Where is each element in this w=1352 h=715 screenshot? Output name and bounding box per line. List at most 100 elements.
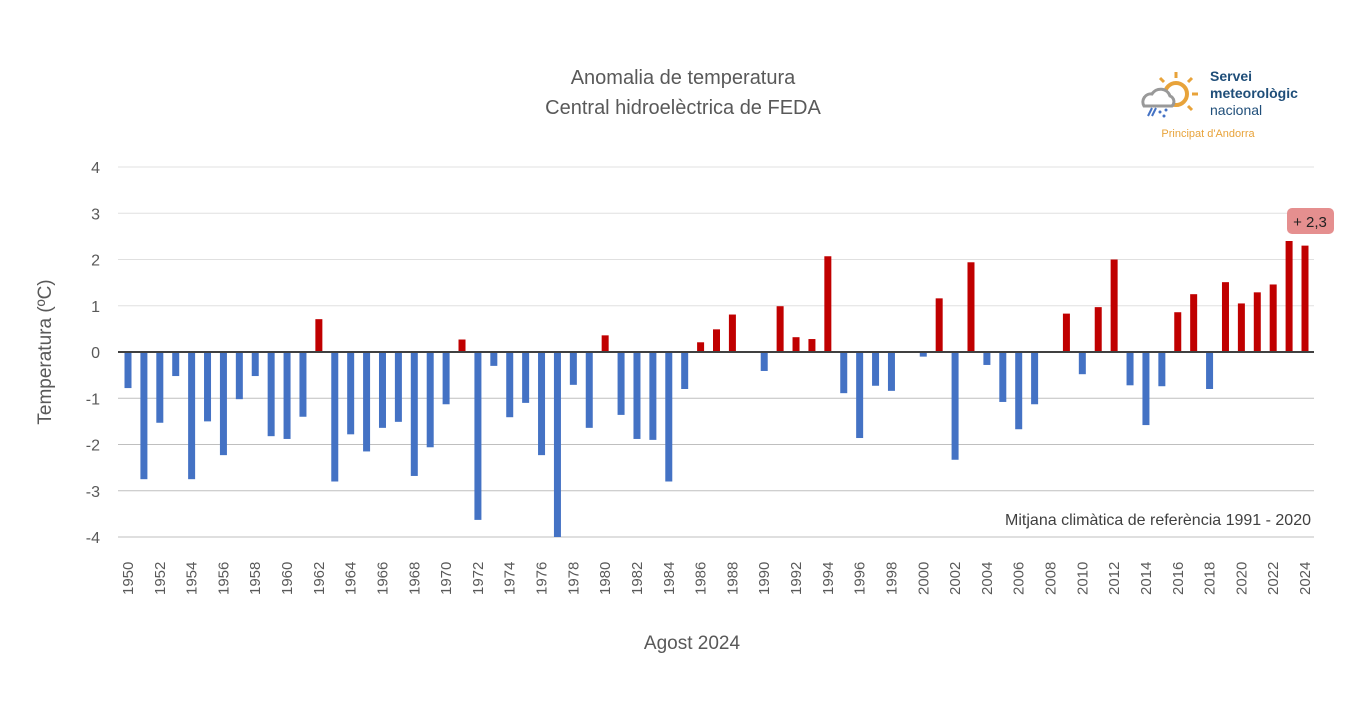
y-tick-label: -3 <box>86 484 100 501</box>
bar-1976 <box>538 352 546 456</box>
bar-1955 <box>204 352 212 422</box>
x-tick-label: 1970 <box>438 562 455 595</box>
x-tick-label: 2012 <box>1106 562 1123 595</box>
bar-1964 <box>347 352 355 435</box>
bar-1985 <box>681 352 689 389</box>
bar-2004 <box>983 352 991 365</box>
x-tick-label: 1960 <box>279 562 296 595</box>
bar-2014 <box>1142 352 1150 426</box>
x-tick-label: 1994 <box>820 562 837 595</box>
logo-line2: meteorològic <box>1210 85 1298 101</box>
bar-1957 <box>235 352 243 400</box>
y-tick-label: 4 <box>91 160 100 177</box>
bar-1961 <box>299 352 307 417</box>
bar-1960 <box>283 352 291 439</box>
x-tick-label: 1958 <box>247 562 264 595</box>
x-tick-label: 2018 <box>1202 562 1219 595</box>
x-tick-label: 1972 <box>470 562 487 595</box>
bar-1978 <box>569 352 577 385</box>
x-tick-label: 2022 <box>1265 562 1282 595</box>
bar-1988 <box>728 314 736 352</box>
bar-2003 <box>967 262 975 352</box>
bar-2018 <box>1206 352 1214 389</box>
logo-subtitle: Principat d'Andorra <box>1161 128 1255 140</box>
x-tick-label: 1998 <box>883 562 900 595</box>
bar-1977 <box>553 352 561 537</box>
bar-1956 <box>219 352 227 456</box>
bar-2024 <box>1301 245 1309 352</box>
logo-line3: nacional <box>1210 102 1263 118</box>
bar-1980 <box>601 335 609 352</box>
bar-1952 <box>156 352 164 423</box>
bar-1968 <box>410 352 418 476</box>
bar-1982 <box>633 352 641 439</box>
bar-2001 <box>935 298 943 352</box>
y-tick-label: 0 <box>91 345 100 362</box>
bar-1962 <box>315 319 323 352</box>
reference-note: Mitjana climàtica de referència 1991 - 2… <box>1005 512 1311 529</box>
x-tick-label: 2004 <box>979 562 996 595</box>
bar-1979 <box>585 352 593 428</box>
logo-line1: Servei <box>1210 68 1253 84</box>
x-tick-label: 1984 <box>661 562 678 595</box>
bar-2005 <box>999 352 1007 402</box>
bar-1990 <box>760 352 768 371</box>
x-tick-label: 1986 <box>693 562 710 595</box>
bar-1997 <box>872 352 880 386</box>
y-tick-label: 3 <box>91 206 100 223</box>
bar-2000 <box>919 352 927 357</box>
x-tick-label: 1990 <box>756 562 773 595</box>
x-tick-label: 1982 <box>629 562 646 595</box>
x-tick-label: 2024 <box>1297 562 1314 595</box>
bar-2009 <box>1062 313 1070 352</box>
bar-1994 <box>824 256 832 352</box>
x-tick-label: 2000 <box>915 562 932 595</box>
annotation-box <box>1287 208 1334 234</box>
bar-1981 <box>617 352 625 415</box>
bar-2015 <box>1158 352 1166 387</box>
weather-sun-cloud-icon <box>1141 72 1198 118</box>
x-tick-label: 2008 <box>1043 562 1060 595</box>
logo: Servei meteorològic nacional Principat d… <box>1138 68 1328 148</box>
bar-2013 <box>1126 352 1134 386</box>
x-tick-label: 1956 <box>215 562 232 595</box>
bar-1987 <box>713 329 720 352</box>
bar-1992 <box>792 337 800 352</box>
y-tick-label: 2 <box>91 253 100 270</box>
bar-1993 <box>808 339 816 352</box>
x-tick-label: 2010 <box>1074 562 1091 595</box>
x-tick-label: 2020 <box>1233 562 1250 595</box>
bar-2020 <box>1237 303 1245 352</box>
bar-1984 <box>665 352 673 482</box>
bar-1973 <box>490 352 498 366</box>
bar-1951 <box>140 352 148 480</box>
bar-1975 <box>522 352 530 403</box>
bar-2019 <box>1221 282 1229 352</box>
x-tick-label: 1950 <box>120 562 137 595</box>
x-tick-label: 1992 <box>788 562 805 595</box>
x-tick-label: 1988 <box>724 562 741 595</box>
bar-1966 <box>378 352 386 428</box>
x-tick-label: 1968 <box>406 562 423 595</box>
bar-1995 <box>840 352 848 394</box>
x-tick-label: 1976 <box>534 562 551 595</box>
x-tick-label: 1952 <box>152 562 169 595</box>
bar-1972 <box>474 352 482 520</box>
bar-2017 <box>1190 294 1198 352</box>
x-tick-label: 2014 <box>1138 562 1155 595</box>
bar-2022 <box>1269 284 1277 352</box>
annotation-label: + 2,3 <box>1293 214 1327 231</box>
x-tick-label: 1964 <box>343 562 360 595</box>
y-tick-label: -2 <box>86 438 100 455</box>
chart-title: Anomalia de temperatura <box>570 67 796 89</box>
bar-2023 <box>1285 241 1293 352</box>
bar-2016 <box>1174 312 1182 352</box>
bar-2002 <box>951 352 959 460</box>
x-tick-label: 2006 <box>1011 562 1028 595</box>
bar-1967 <box>394 352 402 422</box>
bar-2012 <box>1110 259 1118 352</box>
x-tick-label: 1980 <box>597 562 614 595</box>
bar-1958 <box>251 352 259 377</box>
bar-2007 <box>1031 352 1039 405</box>
